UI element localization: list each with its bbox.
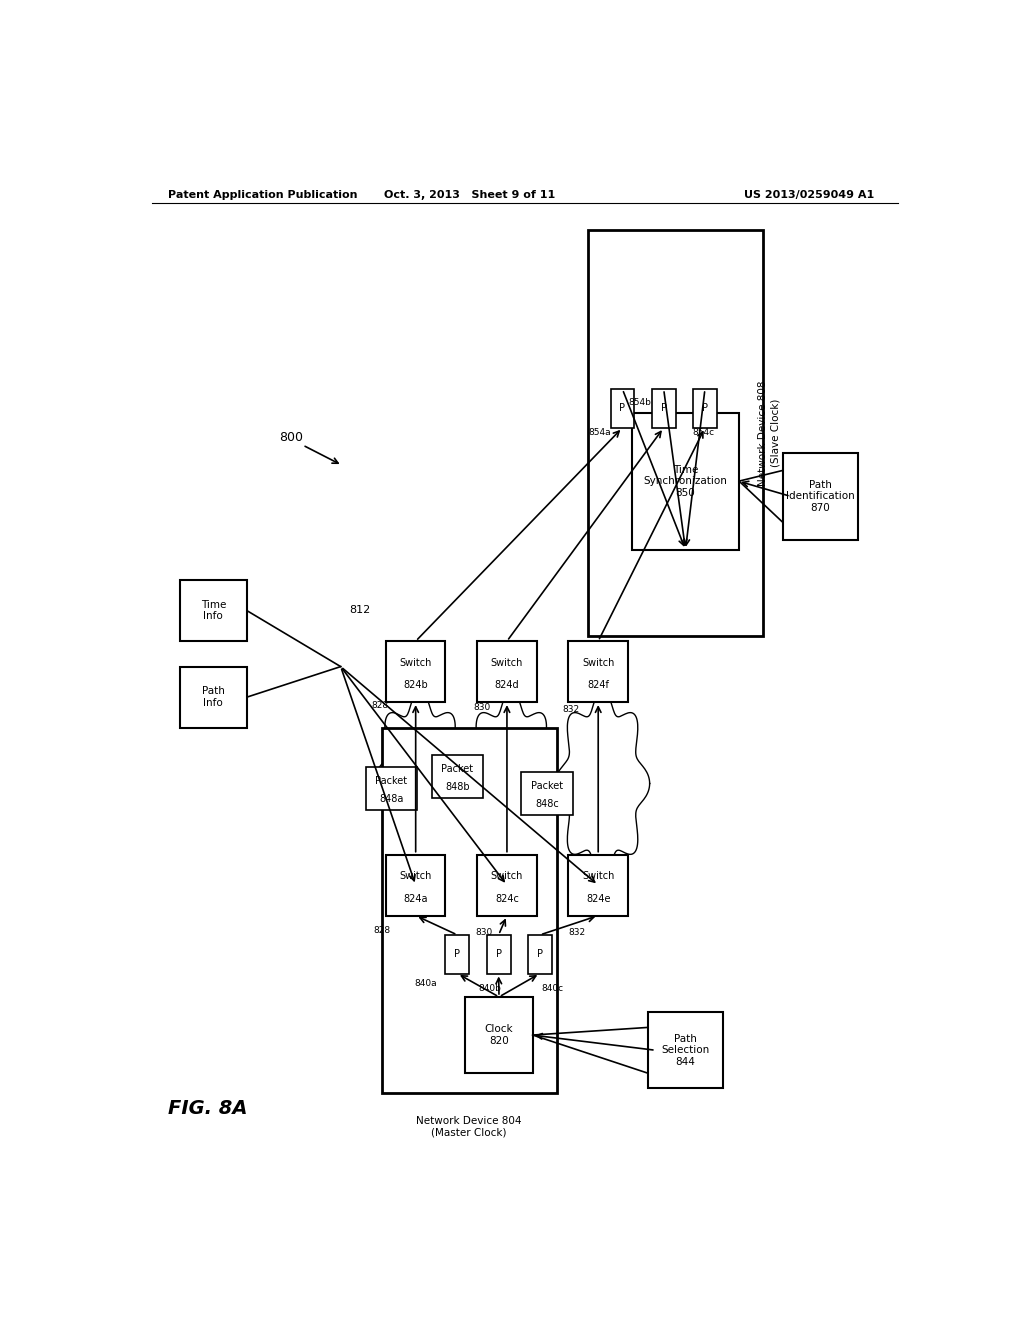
FancyBboxPatch shape xyxy=(477,854,537,916)
Text: Packet: Packet xyxy=(531,781,563,791)
Text: P: P xyxy=(537,949,543,960)
Text: 824a: 824a xyxy=(403,894,428,904)
Text: 828: 828 xyxy=(374,927,390,936)
FancyBboxPatch shape xyxy=(386,642,445,702)
Text: FIG. 8A: FIG. 8A xyxy=(168,1100,247,1118)
Text: 848a: 848a xyxy=(379,795,403,804)
Text: P: P xyxy=(496,949,502,960)
Text: 830: 830 xyxy=(473,702,490,711)
Text: P: P xyxy=(620,404,626,413)
Text: Packet: Packet xyxy=(441,764,473,774)
Text: Path
Info: Path Info xyxy=(202,686,224,708)
FancyBboxPatch shape xyxy=(693,389,717,428)
FancyBboxPatch shape xyxy=(568,854,628,916)
FancyBboxPatch shape xyxy=(465,997,532,1073)
Text: Oct. 3, 2013   Sheet 9 of 11: Oct. 3, 2013 Sheet 9 of 11 xyxy=(384,190,555,201)
Text: Clock
820: Clock 820 xyxy=(484,1024,513,1045)
Text: Switch: Switch xyxy=(490,871,523,880)
Text: 824d: 824d xyxy=(495,680,519,690)
Text: 824e: 824e xyxy=(586,894,610,904)
Text: Packet: Packet xyxy=(376,776,408,785)
FancyBboxPatch shape xyxy=(648,1012,723,1089)
Text: Time
Synchronization
850: Time Synchronization 850 xyxy=(643,465,727,498)
Text: P: P xyxy=(660,404,667,413)
FancyBboxPatch shape xyxy=(632,412,739,549)
FancyBboxPatch shape xyxy=(588,230,763,636)
Text: 812: 812 xyxy=(349,605,371,615)
Text: 832: 832 xyxy=(568,928,586,937)
Text: P: P xyxy=(701,404,708,413)
Text: 840b: 840b xyxy=(478,985,502,993)
FancyBboxPatch shape xyxy=(382,727,557,1093)
FancyBboxPatch shape xyxy=(179,667,247,727)
FancyBboxPatch shape xyxy=(610,389,634,428)
Text: Switch: Switch xyxy=(399,657,432,668)
Text: Patent Application Publication: Patent Application Publication xyxy=(168,190,357,201)
Text: Switch: Switch xyxy=(582,657,614,668)
Text: 824f: 824f xyxy=(588,680,609,690)
Text: Time
Info: Time Info xyxy=(201,599,226,622)
Text: 854b: 854b xyxy=(629,397,651,407)
Text: Switch: Switch xyxy=(490,657,523,668)
FancyBboxPatch shape xyxy=(486,935,511,974)
FancyBboxPatch shape xyxy=(386,854,445,916)
FancyBboxPatch shape xyxy=(652,389,676,428)
Text: 824b: 824b xyxy=(403,680,428,690)
Text: 824c: 824c xyxy=(495,894,519,904)
Text: P: P xyxy=(455,949,461,960)
FancyBboxPatch shape xyxy=(366,767,417,810)
Text: 840a: 840a xyxy=(415,979,437,989)
Text: Network Device 808
(Slave Clock): Network Device 808 (Slave Clock) xyxy=(759,380,780,486)
Text: 854c: 854c xyxy=(692,428,715,437)
FancyBboxPatch shape xyxy=(179,581,247,642)
Text: Path
Identification
870: Path Identification 870 xyxy=(786,479,855,513)
Text: 840c: 840c xyxy=(542,985,563,993)
FancyBboxPatch shape xyxy=(445,935,469,974)
Text: Switch: Switch xyxy=(582,871,614,880)
Text: 800: 800 xyxy=(279,432,303,445)
Text: 832: 832 xyxy=(562,705,580,714)
Text: Network Device 804
(Master Clock): Network Device 804 (Master Clock) xyxy=(417,1115,522,1138)
Text: 848c: 848c xyxy=(536,800,559,809)
Text: US 2013/0259049 A1: US 2013/0259049 A1 xyxy=(743,190,873,201)
Text: Path
Selection
844: Path Selection 844 xyxy=(662,1034,710,1067)
Text: 830: 830 xyxy=(475,928,493,937)
Text: Switch: Switch xyxy=(399,871,432,880)
Text: 848b: 848b xyxy=(445,781,470,792)
FancyBboxPatch shape xyxy=(782,453,858,540)
Text: 828: 828 xyxy=(372,701,389,710)
Text: 854a: 854a xyxy=(588,428,610,437)
FancyBboxPatch shape xyxy=(568,642,628,702)
FancyBboxPatch shape xyxy=(528,935,552,974)
FancyBboxPatch shape xyxy=(431,755,483,797)
FancyBboxPatch shape xyxy=(477,642,537,702)
FancyBboxPatch shape xyxy=(521,772,572,814)
